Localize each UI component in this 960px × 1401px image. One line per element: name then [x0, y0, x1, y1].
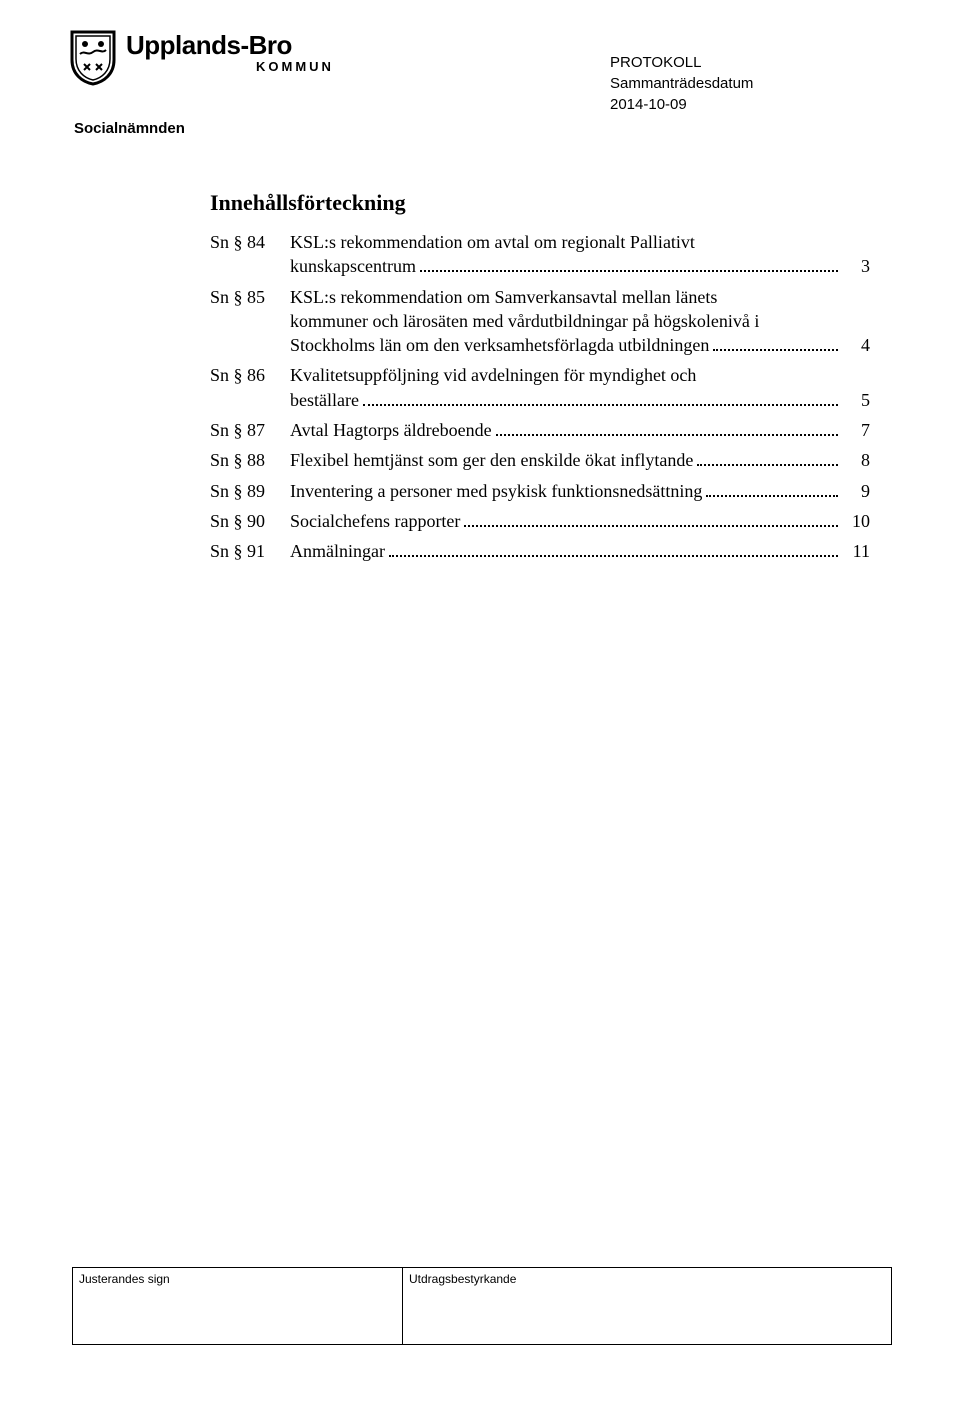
toc-title-text: Socialchefens rapporter — [290, 509, 460, 533]
toc: Innehållsförteckning Sn § 84KSL:s rekomm… — [210, 190, 870, 570]
toc-page-number: 4 — [842, 333, 870, 357]
toc-last-line: beställare 5 — [290, 388, 870, 412]
toc-rows: Sn § 84KSL:s rekommendation om avtal om … — [210, 230, 870, 564]
footer-row: Justerandes sign Utdragsbestyrkande — [72, 1267, 892, 1345]
toc-leader-dots — [363, 390, 838, 406]
toc-entry: Avtal Hagtorps äldreboende 7 — [290, 418, 870, 442]
toc-leader-dots — [464, 511, 838, 527]
meeting-date-value: 2014-10-09 — [610, 96, 753, 113]
toc-row: Sn § 84KSL:s rekommendation om avtal om … — [210, 230, 870, 279]
committee-name: Socialnämnden — [74, 120, 185, 137]
toc-heading: Innehållsförteckning — [210, 190, 870, 216]
toc-leader-dots — [420, 256, 838, 272]
toc-last-line: Inventering a personer med psykisk funkt… — [290, 479, 870, 503]
meeting-date-label: Sammanträdesdatum — [610, 75, 753, 92]
toc-title-line: KSL:s rekommendation om avtal om regiona… — [290, 230, 870, 254]
toc-ref: Sn § 91 — [210, 539, 290, 563]
toc-page-number: 3 — [842, 254, 870, 278]
toc-leader-dots — [713, 335, 838, 351]
signature-box: Justerandes sign — [72, 1267, 402, 1345]
toc-title-line: KSL:s rekommendation om Samverkansavtal … — [290, 285, 870, 309]
toc-title-line: kommuner och lärosäten med vårdutbildnin… — [290, 309, 870, 333]
header-meta: PROTOKOLL Sammanträdesdatum 2014-10-09 — [610, 54, 753, 113]
logo-title: Upplands-Bro — [126, 30, 334, 61]
toc-entry: Socialchefens rapporter 10 — [290, 509, 870, 533]
toc-entry: Anmälningar 11 — [290, 539, 870, 563]
toc-ref: Sn § 89 — [210, 479, 290, 503]
toc-ref: Sn § 90 — [210, 509, 290, 533]
toc-last-line: Stockholms län om den verksamhetsförlagd… — [290, 333, 870, 357]
toc-leader-dots — [496, 420, 838, 436]
toc-last-line: Socialchefens rapporter 10 — [290, 509, 870, 533]
toc-ref: Sn § 84 — [210, 230, 290, 254]
certification-label: Utdragsbestyrkande — [409, 1272, 516, 1286]
toc-row: Sn § 90Socialchefens rapporter 10 — [210, 509, 870, 533]
page-header: Upplands-Bro KOMMUN Socialnämnden PROTOK… — [70, 30, 900, 150]
toc-title-line: Kvalitetsuppföljning vid avdelningen för… — [290, 363, 870, 387]
toc-title-text: kunskapscentrum — [290, 254, 416, 278]
toc-leader-dots — [706, 480, 838, 496]
toc-entry: Inventering a personer med psykisk funkt… — [290, 479, 870, 503]
toc-entry: Kvalitetsuppföljning vid avdelningen för… — [290, 363, 870, 412]
toc-row: Sn § 88Flexibel hemtjänst som ger den en… — [210, 448, 870, 472]
shield-icon — [70, 30, 116, 86]
toc-page-number: 5 — [842, 388, 870, 412]
toc-title-text: beställare — [290, 388, 359, 412]
toc-leader-dots — [697, 450, 838, 466]
toc-title-text: Stockholms län om den verksamhetsförlagd… — [290, 333, 709, 357]
logo-text: Upplands-Bro KOMMUN — [126, 30, 334, 74]
toc-last-line: kunskapscentrum 3 — [290, 254, 870, 278]
toc-page-number: 9 — [842, 479, 870, 503]
logo: Upplands-Bro KOMMUN — [70, 30, 900, 86]
toc-title-text: Anmälningar — [290, 539, 385, 563]
page: Upplands-Bro KOMMUN Socialnämnden PROTOK… — [0, 0, 960, 1401]
toc-page-number: 10 — [842, 509, 870, 533]
toc-ref: Sn § 86 — [210, 363, 290, 387]
toc-last-line: Avtal Hagtorps äldreboende 7 — [290, 418, 870, 442]
toc-entry: Flexibel hemtjänst som ger den enskilde … — [290, 448, 870, 472]
toc-entry: KSL:s rekommendation om avtal om regiona… — [290, 230, 870, 279]
toc-ref: Sn § 85 — [210, 285, 290, 309]
toc-entry: KSL:s rekommendation om Samverkansavtal … — [290, 285, 870, 358]
toc-ref: Sn § 88 — [210, 448, 290, 472]
toc-row: Sn § 89Inventering a personer med psykis… — [210, 479, 870, 503]
toc-title-text: Avtal Hagtorps äldreboende — [290, 418, 492, 442]
toc-last-line: Flexibel hemtjänst som ger den enskilde … — [290, 448, 870, 472]
toc-last-line: Anmälningar 11 — [290, 539, 870, 563]
toc-title-text: Flexibel hemtjänst som ger den enskilde … — [290, 448, 693, 472]
toc-page-number: 7 — [842, 418, 870, 442]
toc-page-number: 8 — [842, 448, 870, 472]
certification-box: Utdragsbestyrkande — [402, 1267, 892, 1345]
toc-leader-dots — [389, 541, 838, 557]
toc-title-text: Inventering a personer med psykisk funkt… — [290, 479, 702, 503]
toc-ref: Sn § 87 — [210, 418, 290, 442]
page-footer: Justerandes sign Utdragsbestyrkande — [72, 1267, 892, 1345]
toc-row: Sn § 87Avtal Hagtorps äldreboende 7 — [210, 418, 870, 442]
toc-row: Sn § 85KSL:s rekommendation om Samverkan… — [210, 285, 870, 358]
toc-row: Sn § 91Anmälningar 11 — [210, 539, 870, 563]
toc-page-number: 11 — [842, 539, 870, 563]
doc-type: PROTOKOLL — [610, 54, 753, 71]
logo-subtitle: KOMMUN — [256, 59, 334, 74]
signature-label: Justerandes sign — [79, 1272, 170, 1286]
toc-row: Sn § 86Kvalitetsuppföljning vid avdelnin… — [210, 363, 870, 412]
